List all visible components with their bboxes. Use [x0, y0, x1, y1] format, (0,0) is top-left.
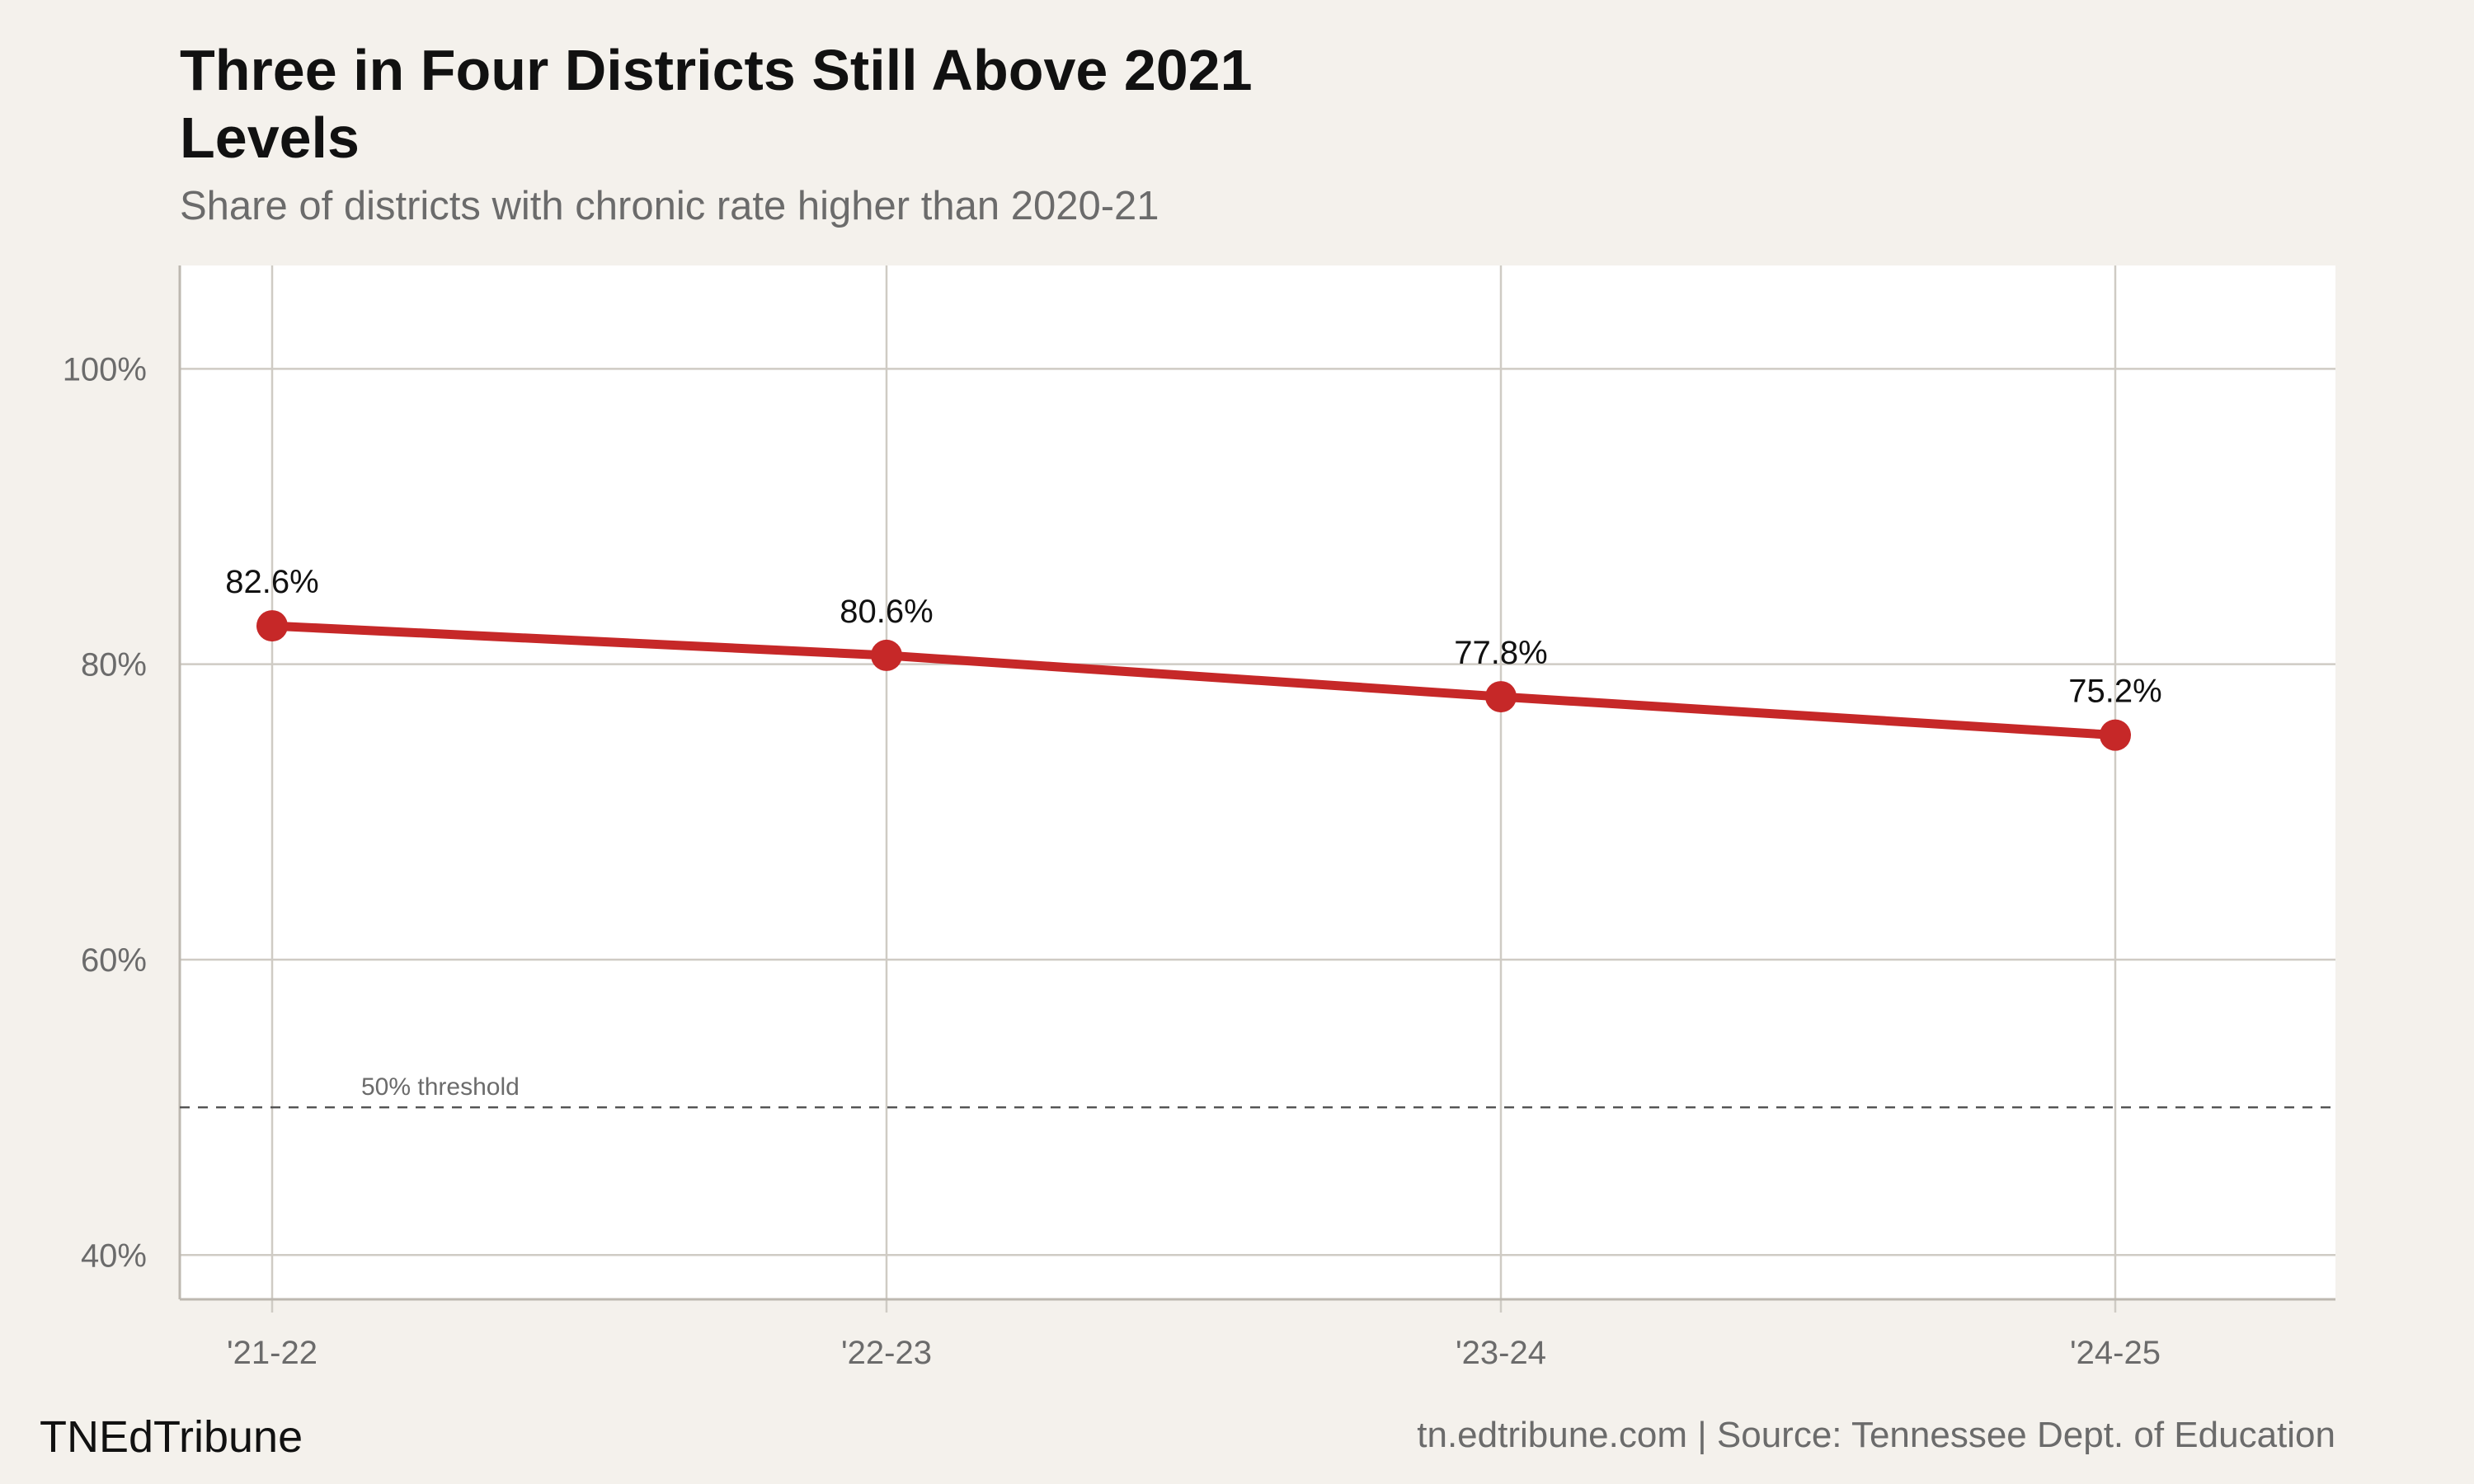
- plot-panel: [180, 265, 2335, 1299]
- data-point: [2100, 719, 2131, 751]
- x-tick-label: '23-24: [1456, 1335, 1546, 1371]
- series-group: [256, 610, 2131, 751]
- y-tick-labels: 40% 60% 80% 100%: [63, 351, 147, 1274]
- brand-logo-text: TNEdTribune: [40, 1412, 303, 1462]
- data-point: [256, 610, 288, 642]
- data-point: [1485, 681, 1517, 713]
- data-label: 77.8%: [1454, 635, 1547, 671]
- y-tick-label: 60%: [81, 942, 147, 979]
- y-gridlines: [180, 368, 2335, 1256]
- data-point: [871, 639, 902, 671]
- y-tick-label: 40%: [81, 1237, 147, 1274]
- x-tick-label: '24-25: [2070, 1335, 2161, 1371]
- data-labels: 82.6% 80.6% 77.8% 75.2%: [225, 564, 2161, 710]
- x-tick-label: '21-22: [227, 1335, 317, 1371]
- series-line: [267, 621, 2120, 740]
- data-label: 80.6%: [840, 594, 933, 630]
- data-label: 82.6%: [225, 564, 318, 600]
- y-tick-label: 80%: [81, 647, 147, 683]
- x-tick-labels: '21-22 '22-23 '23-24 '24-25: [227, 1335, 2161, 1371]
- x-gridlines: [270, 265, 2117, 1299]
- source-credit: tn.edtribune.com | Source: Tennessee Dep…: [1417, 1415, 2335, 1455]
- chart-subtitle: Share of districts with chronic rate hig…: [180, 184, 1159, 228]
- data-label: 75.2%: [2068, 674, 2161, 710]
- axes: [178, 265, 2335, 1313]
- threshold-label: 50% threshold: [361, 1073, 520, 1101]
- x-tick-label: '22-23: [841, 1335, 932, 1371]
- y-tick-label: 100%: [63, 351, 147, 387]
- chart-title: Three in Four Districts Still Above 2021…: [180, 38, 1253, 170]
- threshold-line-group: 50% threshold: [180, 1073, 2335, 1109]
